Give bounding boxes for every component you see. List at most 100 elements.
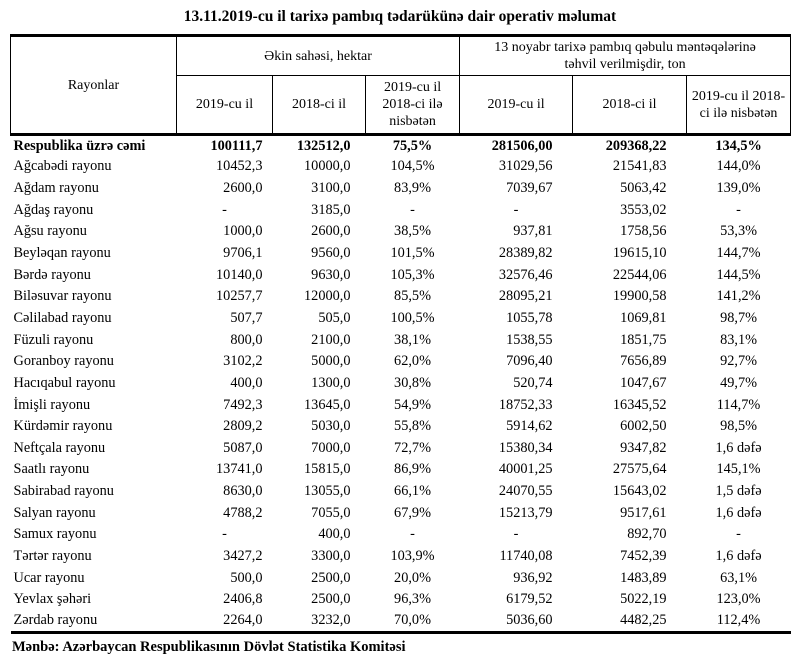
table-row: Hacıqabul rayonu 400,0 1300,0 30,8% 520,74 10… [11,373,791,395]
data-cell: 19900,58 [612,288,667,305]
data-cell: 8630,0 [223,483,263,500]
data-cell: 10257,7 [216,288,263,305]
data-cell: 5000,0 [311,353,351,370]
data-cell: 400,0 [318,526,351,543]
column-header-area-ratio: 2019-cu il 2018-ci ilə nisbətən [365,75,461,136]
region-name: Neftçala rayonu [13,439,106,456]
table-row: Cəlilabad rayonu 507,7 505,0 100,5% 1055,78 1… [11,308,791,330]
data-cell: 4482,25 [620,612,667,629]
data-cell: 134,5% [715,137,762,154]
data-cell: 3427,2 [223,547,263,564]
data-cell: 114,7% [716,396,761,413]
data-cell: 83,1% [720,331,758,348]
region-name: Zərdab rayonu [13,612,98,629]
data-cell: 86,9% [394,461,431,478]
data-cell: 2406,8 [223,591,263,608]
data-cell: 62,0% [394,353,431,370]
data-cell: 103,9% [390,547,435,564]
data-cell: 96,3% [394,591,431,608]
region-name: Ucar rayonu [13,569,85,586]
data-cell: 13645,0 [304,396,351,413]
data-cell: 500,0 [230,569,263,586]
table-row: Biləsuvar rayonu 10257,7 12000,0 85,5% 28095… [11,286,791,308]
data-cell: 66,1% [394,483,431,500]
data-cell: 507,7 [230,309,263,326]
data-cell: 139,0% [716,180,761,197]
data-cell: 145,1% [716,461,761,478]
data-cell: 505,0 [318,309,351,326]
data-cell: 144,5% [716,266,761,283]
table-row: Zərdab rayonu 2264,0 3232,0 70,0% 5036,60 448… [11,611,791,633]
data-cell: - [736,526,741,543]
data-cell: 100111,7 [210,137,263,154]
data-cell: 112,4% [716,612,761,629]
table-row: Ağsu rayonu 1000,0 2600,0 38,5% 937,81 1758,5… [11,221,791,243]
data-cell: 38,5% [394,223,431,240]
data-cell: 31029,56 [498,158,553,175]
data-cell: 7656,89 [620,353,667,370]
data-cell: 15815,0 [304,461,351,478]
data-cell: 5036,60 [506,612,553,629]
data-cell: - [410,201,415,218]
data-cell: 123,0% [716,591,761,608]
data-cell: 32576,46 [498,266,553,283]
data-cell: 2500,0 [311,591,351,608]
data-cell: 11740,08 [499,547,553,564]
data-cell: 1055,78 [506,309,553,326]
data-cell: 13055,0 [304,483,351,500]
data-cell: 92,7% [720,353,758,370]
data-cell: 4788,2 [223,504,263,521]
data-cell: 9706,1 [223,245,263,262]
column-group-delivered-line2: təhvil verilmişdir, ton [564,57,686,72]
table-row: Kürdəmir rayonu 2809,2 5030,0 55,8% 5914,62 6… [11,416,791,438]
table-row: Füzuli rayonu 800,0 2100,0 38,1% 1538,55 1851… [11,329,791,351]
data-cell: 6002,50 [620,418,667,435]
data-cell: 15380,34 [498,439,553,456]
data-cell: 7492,3 [223,396,263,413]
region-name: Hacıqabul rayonu [13,374,116,391]
data-cell: 98,5% [720,418,758,435]
region-name: Ağcabədi rayonu [13,158,112,175]
data-cell: 98,7% [720,309,758,326]
data-cell: 7039,67 [506,180,553,197]
data-cell: 3553,02 [620,201,667,218]
data-cell: 7096,40 [506,353,553,370]
data-cell: 24070,55 [498,483,553,500]
data-cell: 937,81 [513,223,553,240]
data-cell: 83,9% [394,180,431,197]
region-name: Tərtər rayonu [13,547,92,564]
data-cell: 3100,0 [311,180,351,197]
data-cell: 75,5% [392,137,433,154]
table-row: Ağdam rayonu 2600,0 3100,0 83,9% 7039,67 5063… [11,178,791,200]
data-cell: 30,8% [394,374,431,391]
region-name: Yevlax şəhəri [13,591,92,608]
data-cell: 1483,89 [620,569,667,586]
table-body: Respublika üzrə cəmi 100111,7 132512,0 75,5… [11,135,791,633]
region-name: Biləsuvar rayonu [13,288,112,305]
data-cell: 22544,06 [612,266,667,283]
region-name: İmişli rayonu [13,396,91,413]
data-cell: 7452,39 [620,547,667,564]
data-cell: - [513,526,519,543]
data-cell: 38,1% [394,331,431,348]
region-name: Bərdə rayonu [13,266,91,283]
data-cell: 520,74 [513,374,553,391]
data-cell: 144,7% [716,245,761,262]
column-group-delivered-cotton: 13 noyabr tarixə pambıq qəbulu məntəqələ… [459,35,792,76]
data-cell: 3185,0 [311,201,351,218]
data-cell: 18752,33 [498,396,553,413]
data-cell: 13741,0 [216,461,263,478]
data-cell: 5914,62 [506,418,553,435]
data-cell: 10452,3 [216,158,263,175]
table-row: Samux rayonu - 400,0 - - 892,70 - [11,524,791,546]
data-cell: 1069,81 [620,309,667,326]
data-cell: 10140,0 [216,266,263,283]
data-cell: 85,5% [394,288,431,305]
table-row: Sabirabad rayonu 8630,0 13055,0 66,1% 24070,… [11,481,791,503]
data-cell: 21541,83 [612,158,667,175]
data-cell: 1000,0 [223,223,263,240]
data-cell: 9517,61 [620,504,667,521]
data-cell: 15213,79 [498,504,553,521]
data-cell: 5063,42 [620,180,667,197]
